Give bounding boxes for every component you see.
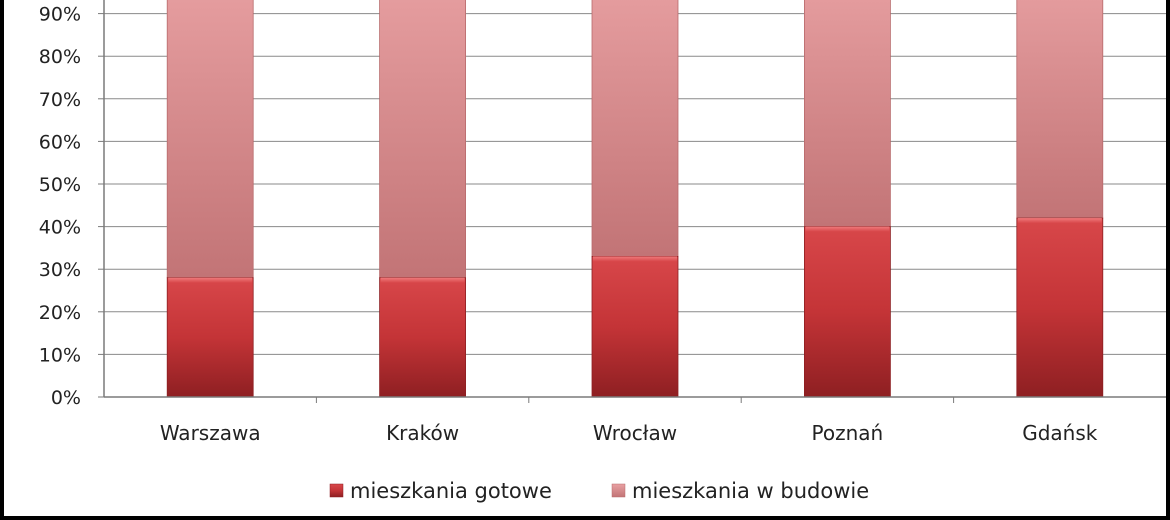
bar-segment-highlight (593, 256, 677, 262)
bar-segment-gotowe (379, 277, 467, 398)
bar-segment-w-budowie (1016, 0, 1104, 219)
bar-segment-gotowe (804, 226, 891, 398)
bar-segment-w-budowie (166, 0, 254, 279)
stacked-bar-chart: 0% 10% 20% 30% 40% 50% 60% 70% 80% 90% Warszawa Kr… (39, 0, 1166, 503)
category-labels: Warszawa Kraków Wrocław Poznań Gdańsk (160, 421, 1098, 445)
bar-segment-highlight (805, 226, 890, 232)
category-label: Wrocław (593, 421, 677, 445)
legend-swatch-gotowe (329, 483, 344, 498)
bar-segment-w-budowie (804, 0, 891, 228)
bar-segment-gotowe (1016, 217, 1104, 398)
axes (98, 0, 1166, 403)
category-label: Gdańsk (1022, 421, 1098, 445)
bar-segment-gotowe (591, 256, 679, 398)
bars (166, 0, 1104, 398)
legend-label-w-budowie: mieszkania w budowie (632, 479, 869, 503)
y-tick-label: 20% (39, 302, 81, 324)
category-label: Poznań (812, 421, 884, 445)
category-label: Warszawa (160, 421, 261, 445)
y-tick-label: 80% (39, 46, 81, 68)
y-tick-labels: 0% 10% 20% 30% 40% 50% 60% 70% 80% 90% (39, 4, 81, 409)
y-tick-label: 60% (39, 131, 81, 153)
bar-segment-highlight (380, 277, 465, 283)
legend: mieszkania gotowe mieszkania w budowie (329, 479, 869, 503)
bar-segment-gotowe (166, 277, 254, 398)
y-tick-label: 50% (39, 174, 81, 196)
y-tick-label: 30% (39, 259, 81, 281)
bar-segment-w-budowie (591, 0, 679, 257)
bar-segment-w-budowie (379, 0, 467, 279)
y-tick-label: 40% (39, 217, 81, 239)
y-tick-label: 70% (39, 89, 81, 111)
category-label: Kraków (386, 421, 459, 445)
legend-swatch-w-budowie (611, 483, 626, 498)
bar-segment-highlight (1017, 218, 1102, 224)
y-tick-label: 0% (51, 387, 81, 409)
legend-label-gotowe: mieszkania gotowe (350, 479, 552, 503)
y-tick-label: 90% (39, 4, 81, 26)
bar-segment-highlight (168, 277, 253, 283)
y-tick-label: 10% (39, 344, 81, 366)
chart-frame: 0% 10% 20% 30% 40% 50% 60% 70% 80% 90% Warszawa Kr… (4, 0, 1166, 516)
